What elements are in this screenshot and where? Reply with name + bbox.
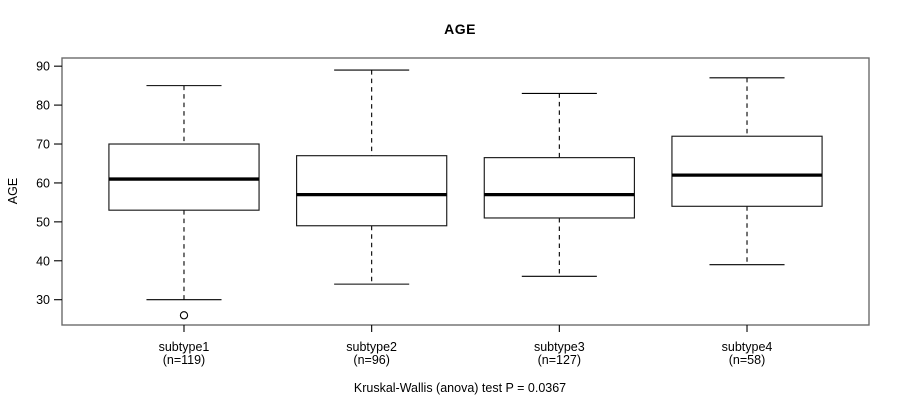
y-tick-label: 50 xyxy=(36,215,50,229)
group-label: subtype3 xyxy=(534,340,585,354)
y-tick-label: 70 xyxy=(36,138,50,152)
plot-frame xyxy=(61,57,870,326)
y-tick-label: 40 xyxy=(36,254,50,268)
chart-title: AGE xyxy=(444,21,476,37)
iqr-box xyxy=(296,155,448,227)
stat-test-footer: Kruskal-Wallis (anova) test P = 0.0367 xyxy=(353,381,567,395)
group-n-label: (n=96) xyxy=(353,353,389,367)
group-n-label: (n=127) xyxy=(538,353,581,367)
group-n-label: (n=58) xyxy=(729,353,765,367)
group-label: subtype1 xyxy=(159,340,210,354)
y-tick-label: 30 xyxy=(36,293,50,307)
iqr-box xyxy=(108,143,260,211)
y-tick-label: 90 xyxy=(36,60,50,74)
group-label: subtype2 xyxy=(346,340,397,354)
y-tick-label: 80 xyxy=(36,99,50,113)
group-n-label: (n=119) xyxy=(163,353,206,367)
group-label: subtype4 xyxy=(722,340,773,354)
iqr-box xyxy=(671,135,823,207)
outlier-point xyxy=(179,311,189,320)
y-tick-label: 60 xyxy=(36,176,50,190)
iqr-box xyxy=(483,157,635,219)
